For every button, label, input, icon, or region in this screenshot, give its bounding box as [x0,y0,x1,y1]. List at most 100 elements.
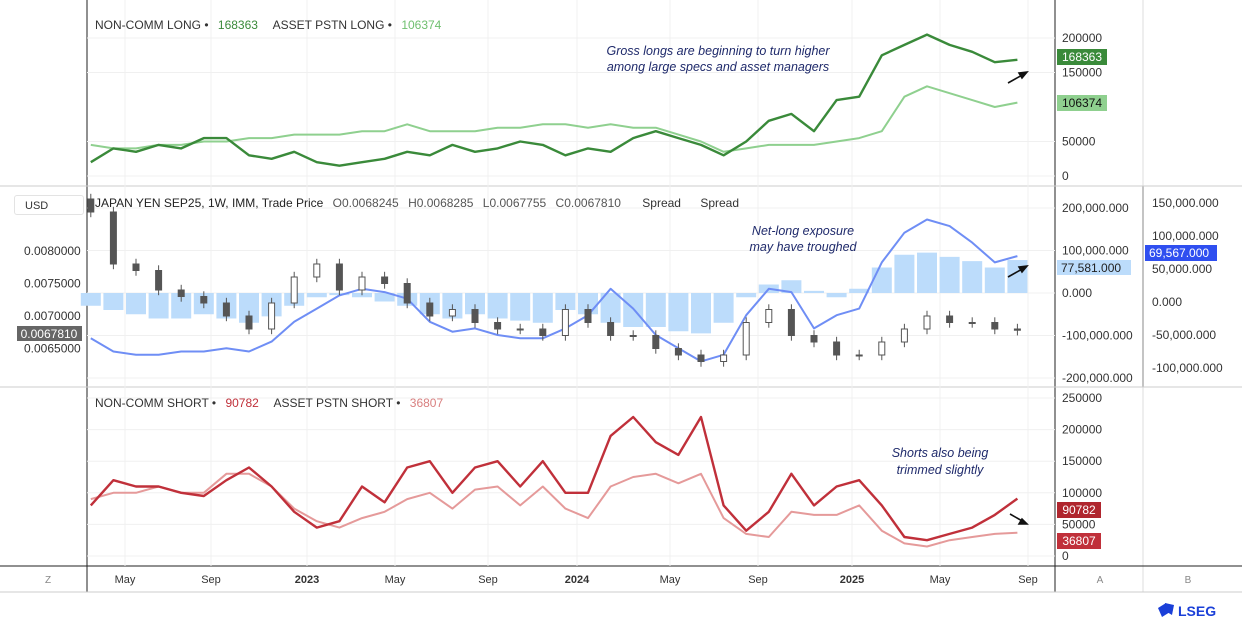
noncomm-short-line [89,415,1019,542]
currency-button[interactable]: USD [14,195,84,215]
spread-line [90,218,1018,363]
spread-hist-bar [239,293,259,323]
spread1-axis-label: -200,000.000 [1062,371,1133,385]
noncomm-long-line [90,33,1018,167]
candle [652,335,660,349]
spread1-axis-label: 200,000.000 [1062,201,1129,215]
spread-hist-bar [103,293,124,310]
spread-hist-bar [984,267,1005,293]
annotation-mid-1: Net-long exposure [752,224,854,238]
legend-noncomm-short: NON-COMM SHORT [95,396,209,410]
badge-asset-short: 36807 [1057,533,1101,549]
spread2-axis-label: 100,000.000 [1152,229,1219,243]
spread-hist-bar [510,293,531,321]
badge-spread-2: 69,567.000 [1145,245,1217,261]
candle [358,276,366,291]
candle [742,322,750,356]
spread-hist-bar [804,290,824,293]
spread-hist-bar [849,288,870,293]
price-axis-label: 0.0065000 [24,342,81,356]
arrow-up-icon [1007,70,1029,84]
spread-hist-bar [736,293,757,298]
ohlc-high: H0.0068285 [408,196,474,210]
arrow-up-icon [1007,264,1029,278]
corner-a[interactable]: A [1097,575,1104,586]
badge-text: 90782 [1062,503,1096,517]
candle [923,315,931,330]
spread-hist-bar [781,280,802,293]
spread2-axis-label: 0.000 [1152,295,1182,309]
candle [313,263,321,278]
ohlc-low: L0.0067755 [483,196,547,210]
spread2-axis-label: -50,000.000 [1152,328,1216,342]
candle [200,296,208,304]
legend-asset-long-value: 106374 [401,18,441,32]
spread-hist-bar [487,293,508,319]
frame [0,0,1242,593]
spread-hist-bar [826,293,847,298]
candle [132,263,140,271]
candle [607,322,615,336]
badge-text: 69,567.000 [1149,246,1209,260]
price-axis-label: 0.0075000 [24,277,81,291]
spread2-axis-label: -100,000.000 [1152,361,1223,375]
spread2-axis-label: 150,000.000 [1152,196,1219,210]
asset-short-line [90,472,1018,548]
time-tick-label: Sep [478,574,498,586]
legend-mid: JAPAN YEN SEP25, 1W, IMM, Trade Price O0… [95,196,739,210]
bottom-axis-label: 150000 [1062,454,1102,468]
spread-hist-bar [306,293,327,298]
bottom-axis-label: 100000 [1062,486,1102,500]
candle [539,328,547,336]
lseg-wordmark: LSEG [1178,603,1216,619]
candle [765,309,773,323]
badge-noncomm-short: 90782 [1057,502,1101,518]
candle [335,263,343,291]
axes: May Sep 2023 May Sep 2024 May Sep 2025 May Sep 2000… [24,31,1223,586]
spread-hist-bar [713,293,734,323]
candle [426,302,434,317]
candle [222,302,230,317]
candle [109,211,117,265]
top-axis-label: 200000 [1062,31,1102,45]
corner-z[interactable]: Z [45,575,51,586]
time-tick-label: 2025 [840,574,864,586]
spread1-axis-label: -100,000.000 [1062,329,1133,343]
spread-hist-bar [555,293,576,310]
spread2-axis-label: 50,000.000 [1152,262,1212,276]
ohlc-open: O0.0068245 [333,196,399,210]
spread-hist-bar [80,293,101,306]
legend-bot: NON-COMM SHORT • 90782 ASSET PSTN SHORT … [95,396,443,410]
spread-hist-bar [871,267,892,293]
candle [674,348,682,356]
candle [1013,328,1021,331]
legend-asset-short-value: 36807 [410,396,444,410]
annotation-top-2: among large specs and asset managers [607,60,829,74]
candle [629,335,637,337]
candle [448,309,456,317]
top-axis-label: 0 [1062,169,1069,183]
time-tick-label: May [115,574,136,586]
legend-spread-2: Spread [700,196,739,210]
badge-text: 77,581.000 [1061,261,1121,275]
spread1-axis-label: 0.000 [1062,286,1092,300]
spread-hist-bar [645,293,666,327]
bottom-axis-label: 0 [1062,549,1069,563]
spread-hist-bar [600,293,621,323]
badge-text: 36807 [1062,534,1096,548]
corner-b[interactable]: B [1185,575,1192,586]
arrow-down-icon [1009,513,1029,525]
candle [833,341,841,356]
price-axis-label: 0.0080000 [24,244,81,258]
spread-hist-bar [148,293,169,319]
time-tick-label: May [385,574,406,586]
time-tick-label: May [660,574,681,586]
spread-hist-bar [374,293,395,302]
time-tick-label: Sep [748,574,768,586]
top-axis-label: 150000 [1062,66,1102,80]
candle [561,309,569,336]
spread-hist-bar [917,252,937,293]
badge-text: 106374 [1062,96,1102,110]
